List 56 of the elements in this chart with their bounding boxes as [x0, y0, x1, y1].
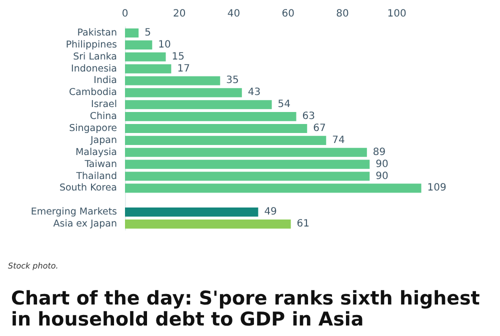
y-tick-label: Indonesia — [71, 63, 117, 74]
bar — [125, 40, 152, 50]
bar — [125, 208, 258, 217]
y-tick-label: Sri Lanka — [73, 51, 117, 62]
data-label: 61 — [296, 218, 310, 230]
y-tick-label: South Korea — [59, 182, 117, 194]
data-label: 10 — [158, 39, 171, 50]
x-tick-label: 40 — [227, 8, 240, 20]
text: Chart of the day: S'pore ranks sixth highest in household debt to GDP in Asia — [11, 288, 487, 330]
data-label: 17 — [177, 63, 190, 74]
data-label: 49 — [264, 206, 277, 218]
x-tick-label: 60 — [282, 8, 294, 20]
bar — [125, 76, 220, 86]
data-label: 90 — [376, 158, 388, 170]
y-tick-label: Taiwan — [84, 158, 117, 170]
data-label: 5 — [144, 27, 151, 38]
data-label: 35 — [226, 75, 239, 86]
bar — [125, 148, 367, 157]
bar — [125, 136, 326, 145]
y-tick-label: India — [94, 75, 117, 86]
bar — [125, 64, 172, 74]
x-tick-label: 100 — [387, 8, 406, 20]
text: Stock photo. — [8, 262, 58, 270]
data-label: 54 — [278, 99, 291, 110]
y-tick-label: Asia ex Japan — [53, 218, 117, 230]
bar — [125, 52, 166, 62]
data-label: 43 — [248, 87, 261, 98]
y-tick-label: Israel — [91, 99, 117, 110]
bar — [125, 219, 291, 229]
y-tick-label: Cambodia — [68, 87, 117, 98]
y-tick-label: Japan — [90, 134, 117, 146]
y-tick-label: Malaysia — [75, 146, 117, 158]
data-label: 89 — [372, 146, 386, 158]
data-label: 109 — [427, 182, 446, 194]
bar — [125, 172, 370, 181]
bar — [125, 160, 370, 169]
y-tick-label: Philippines — [66, 39, 118, 50]
bar — [125, 184, 422, 193]
data-label: 90 — [376, 170, 388, 182]
data-label: 67 — [313, 123, 326, 134]
y-tick-label: China — [90, 111, 117, 122]
data-label: 15 — [172, 51, 185, 62]
x-tick-label: 0 — [122, 8, 128, 20]
y-tick-label: Pakistan — [77, 27, 117, 38]
bar — [125, 112, 296, 122]
data-label: 74 — [332, 134, 345, 146]
bar — [125, 88, 242, 98]
bar — [125, 100, 272, 110]
data-label: 63 — [302, 111, 315, 122]
bar — [125, 124, 308, 134]
y-tick-label: Emerging Markets — [30, 206, 118, 218]
bar — [125, 28, 139, 38]
y-tick-label: Singapore — [69, 123, 118, 134]
y-tick-label: Thailand — [75, 170, 117, 182]
x-tick-label: 80 — [336, 8, 349, 20]
x-tick-label: 20 — [172, 8, 186, 20]
